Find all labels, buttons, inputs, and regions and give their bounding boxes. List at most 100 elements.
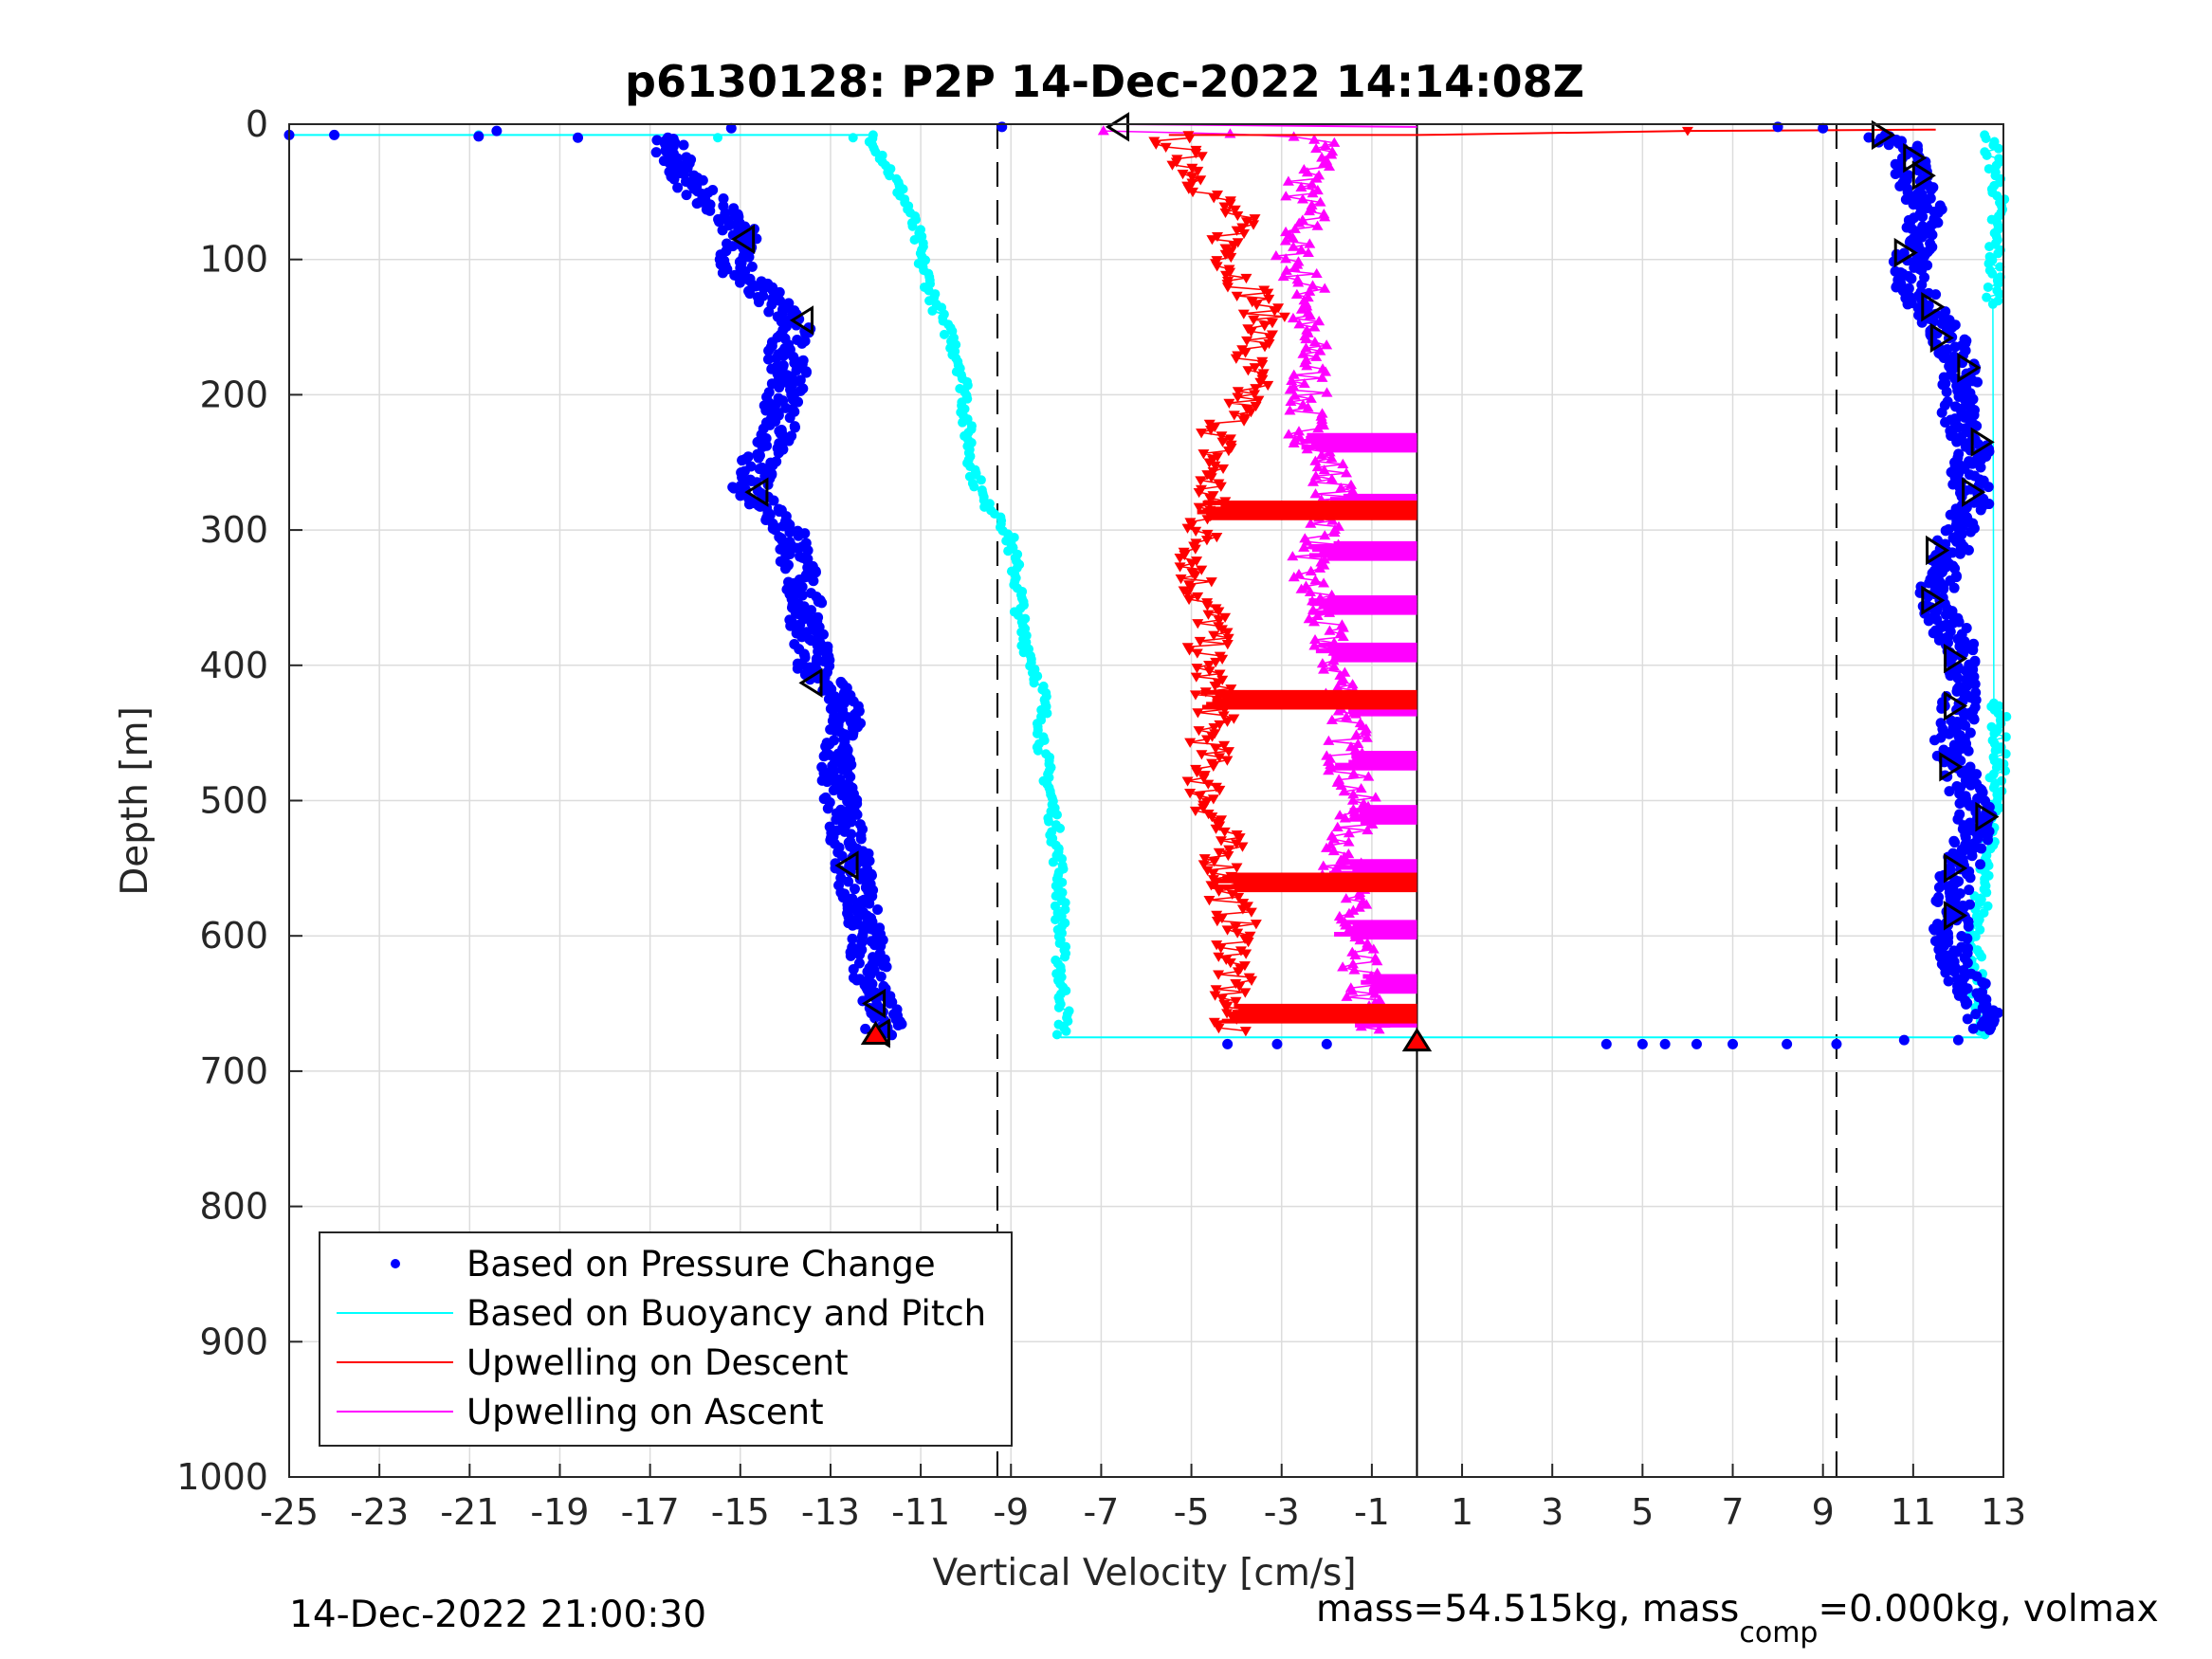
footer-mass: mass=54.515kg, masscomp=0.000kg, volmax: [1316, 1588, 2159, 1650]
legend: Based on Pressure Change Based on Buoyan…: [319, 1231, 1013, 1447]
footer-mass-subscript: comp: [1739, 1616, 1818, 1650]
x-tick-label: -21: [440, 1491, 499, 1533]
pressure-descent-point: [728, 483, 740, 494]
upwelling-ascent-marker: [1280, 191, 1292, 201]
upwelling-descent-marker: [1205, 577, 1217, 588]
buoyancy-ascent-point: [1994, 757, 2004, 768]
y-tick-label: 300: [199, 509, 268, 551]
upwelling-descent-marker: [1216, 913, 1228, 924]
upwelling-descent-marker: [1239, 988, 1252, 998]
y-axis-ticks: 0 100 200 300 400 500 600 700 800 900 1000: [176, 103, 302, 1498]
upwelling-descent-marker: [1211, 262, 1223, 272]
x-tick-label: -11: [891, 1491, 950, 1533]
x-axis-ticks: -25 -23 -21 -19 -17 -15 -13 -11 -9 -7 -5 -3 -1 1 3 5 7 9 1…: [260, 1464, 2026, 1533]
upwelling-descent-marker: [1254, 377, 1267, 388]
pressure-ascent-point: [1971, 420, 1983, 431]
upwelling-ascent-marker: [1283, 428, 1295, 439]
pressure-ascent-point: [1975, 504, 1986, 516]
pressure-ascent-point: [1940, 525, 1951, 537]
pressure-ascent-point: [1976, 843, 1987, 854]
upwelling-descent-marker: [1206, 812, 1218, 823]
upwelling-ascent-marker: [1314, 196, 1326, 207]
upwelling-descent-marker: [1196, 428, 1208, 439]
buoyancy-surface-point: [848, 133, 858, 143]
upwelling-ascent-marker: [1308, 321, 1321, 332]
upwelling-ascent-marker: [1293, 217, 1306, 228]
upwelling-descent-marker: [1228, 241, 1240, 251]
pressure-ascent-point: [1963, 745, 1974, 757]
pressure-ascent-point: [1941, 386, 1952, 397]
upwelling-ascent-marker: [1314, 345, 1326, 356]
upwelling-descent-marker: [1250, 384, 1262, 394]
upwelling-descent-marker: [1221, 628, 1234, 638]
upwelling-descent-marker: [1239, 348, 1252, 358]
upwelling-ascent-marker: [1296, 193, 1308, 204]
upwelling-descent-marker: [1240, 217, 1252, 228]
upwelling-ascent-marker: [1282, 175, 1294, 186]
upwelling-descent-marker: [1221, 925, 1234, 936]
upwelling-ascent-marker: [1337, 630, 1349, 642]
upwelling-ascent-marker: [1335, 854, 1347, 865]
upwelling-descent-marker: [1186, 163, 1198, 173]
upwelling-ascent-marker: [1347, 768, 1360, 778]
upwelling-ascent-marker: [1295, 181, 1307, 191]
upwelling-descent-marker: [1209, 991, 1221, 1001]
upwelling-descent-marker: [1192, 708, 1204, 719]
upwelling-descent-marker: [1210, 985, 1222, 995]
x-tick-label: 5: [1631, 1491, 1654, 1533]
pressure-ascent-point: [1973, 439, 1984, 450]
pressure-descent-point: [650, 147, 662, 158]
upwelling-ascent-marker: [1325, 714, 1338, 724]
pressure-descent-point: [704, 205, 716, 216]
descent-marker-triangle: [731, 224, 756, 255]
upwelling-descent-marker: [1189, 690, 1201, 701]
upwelling-descent-marker: [1210, 743, 1222, 755]
upwelling-descent-marker: [1221, 283, 1234, 293]
x-tick-label: -13: [801, 1491, 860, 1533]
upwelling-descent-marker: [1230, 922, 1242, 933]
upwelling-ascent-marker: [1290, 288, 1303, 300]
pressure-descent-point: [757, 441, 768, 452]
upwelling-ascent-marker: [1341, 467, 1353, 478]
buoyancy-descent-point: [907, 221, 918, 231]
pressure-descent-point: [881, 961, 892, 973]
upwelling-descent-marker: [1198, 854, 1211, 865]
upwelling-descent-marker: [1213, 970, 1225, 980]
y-tick-label: 0: [246, 103, 268, 145]
upwelling-descent-marker: [1186, 178, 1198, 189]
legend-label-pressure: Based on Pressure Change: [466, 1244, 936, 1285]
pressure-surface-point: [1321, 1038, 1332, 1049]
upwelling-ascent-marker: [1344, 479, 1357, 489]
upwelling-descent-marker: [1196, 565, 1208, 575]
upwelling-ascent-marker: [1316, 658, 1328, 668]
upwelling-ascent-marker: [1367, 943, 1380, 954]
buoyancy-descent-point: [1053, 1002, 1064, 1012]
upwelling-descent-marker: [1219, 612, 1232, 623]
upwelling-descent-marker: [1240, 949, 1252, 959]
buoyancy-ascent-point: [1982, 150, 1992, 160]
pressure-descent-point: [845, 950, 856, 961]
pressure-ascent-point: [1975, 454, 1986, 465]
upwelling-descent-marker: [1197, 860, 1210, 870]
upwelling-descent-marker: [1244, 931, 1256, 941]
upwelling-descent-marker: [1234, 946, 1247, 957]
upwelling-descent-marker: [1216, 994, 1228, 1004]
buoyancy-ascent-point: [1993, 248, 2003, 259]
pressure-ascent-point: [1960, 720, 1971, 731]
upwelling-descent-marker: [1229, 205, 1241, 215]
upwelling-descent-marker: [1193, 487, 1205, 499]
buoyancy-descent-point: [1051, 1030, 1062, 1040]
upwelling-descent-marker: [1249, 363, 1261, 374]
footer-timestamp: 14-Dec-2022 21:00:30: [289, 1594, 706, 1636]
upwelling-descent-marker: [1252, 395, 1265, 406]
upwelling-ascent-marker: [1318, 664, 1330, 674]
footer-mass-text: mass=54.515kg, mass: [1316, 1588, 1739, 1631]
pressure-descent-point: [851, 975, 863, 986]
upwelling-ascent-marker: [1369, 792, 1381, 802]
upwelling-descent-marker: [1232, 967, 1244, 977]
upwelling-descent-marker: [1195, 175, 1207, 186]
upwelling-ascent-marker: [1279, 235, 1291, 246]
descent-marker-triangle: [834, 850, 859, 881]
upwelling-ascent-marker: [1304, 238, 1316, 248]
pressure-descent-point: [717, 267, 728, 279]
